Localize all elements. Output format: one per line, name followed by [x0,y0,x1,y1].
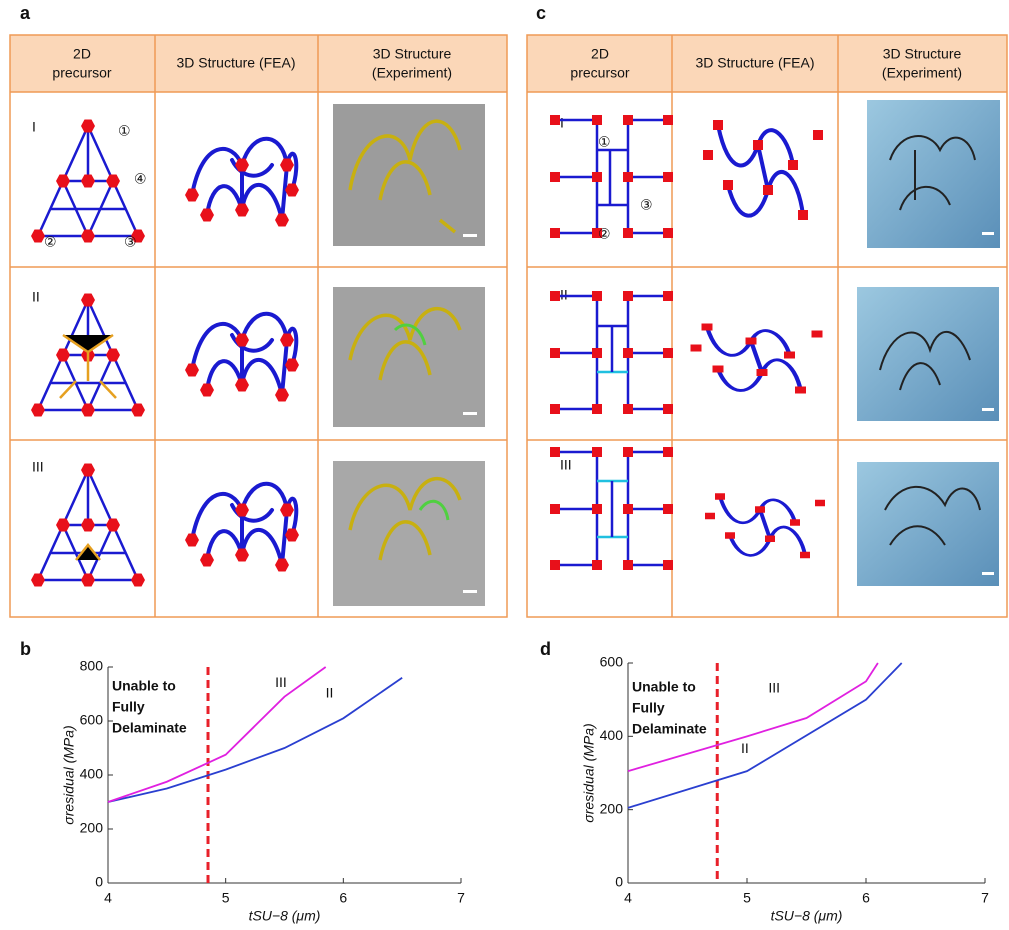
x-tick-label: 6 [862,890,870,906]
annotation: Unable to [112,678,176,694]
callout: ① [598,134,611,150]
panel-label: b [20,639,31,659]
y-tick-label: 0 [95,874,103,890]
row-label: III [560,457,572,473]
callout: ② [44,234,57,250]
series-label: II [741,740,749,756]
x-tick-label: 7 [457,890,465,906]
table-a: 2D precursor 3D Structure (FEA) 3D Struc… [10,35,507,617]
header: 3D Structure (FEA) [176,55,295,71]
row-label: I [560,115,564,131]
y-tick-label: 400 [600,727,624,743]
annotation: Delaminate [632,721,707,737]
line [108,678,402,802]
y-axis-label: σresidual (MPa) [61,725,77,824]
series-label: III [275,674,287,690]
annotation: Fully [112,699,145,715]
header: 2D [73,46,91,62]
y-axis-label: σresidual (MPa) [581,723,597,822]
callout: ③ [640,197,653,213]
annotation: Fully [632,700,665,716]
row-label: II [32,289,40,305]
x-tick-label: 4 [624,890,632,906]
series-label: III [768,679,780,695]
header: 3D Structure (FEA) [695,55,814,71]
annotation: Delaminate [112,720,187,736]
y-tick-label: 0 [615,874,623,890]
x-tick-label: 5 [222,890,230,906]
x-tick-label: 5 [743,890,751,906]
y-tick-label: 600 [600,654,624,670]
x-axis-label: tSU−8 (μm) [249,908,321,924]
x-tick-label: 4 [104,890,112,906]
series-label: II [326,685,334,701]
panel-label: d [540,639,551,659]
row-label: I [32,119,36,135]
panel-label: c [536,3,546,23]
row-label: III [32,459,44,475]
header: (Experiment) [882,65,962,81]
x-tick-label: 7 [981,890,989,906]
callout: ② [598,226,611,242]
annotation: Unable to [632,679,696,695]
x-axis-label: tSU−8 (μm) [771,908,843,924]
header: precursor [52,65,111,81]
header: precursor [570,65,629,81]
header: 3D Structure [883,46,962,62]
y-tick-label: 800 [80,658,104,674]
callout: ④ [134,171,147,187]
header: 2D [591,46,609,62]
y-tick-label: 200 [600,800,624,816]
callout: ① [118,123,131,139]
x-tick-label: 6 [339,890,347,906]
y-tick-label: 400 [80,766,104,782]
header: (Experiment) [372,65,452,81]
header: 3D Structure [373,46,452,62]
figure: a b c d 2D precursor 3D Structure (FEA) … [0,0,1009,925]
panel-label: a [20,3,31,23]
callout: ③ [124,234,137,250]
table-c: 2D precursor 3D Structure (FEA) 3D Struc… [527,35,1007,617]
row-label: II [560,287,568,303]
y-tick-label: 200 [80,820,104,836]
y-tick-label: 600 [80,712,104,728]
